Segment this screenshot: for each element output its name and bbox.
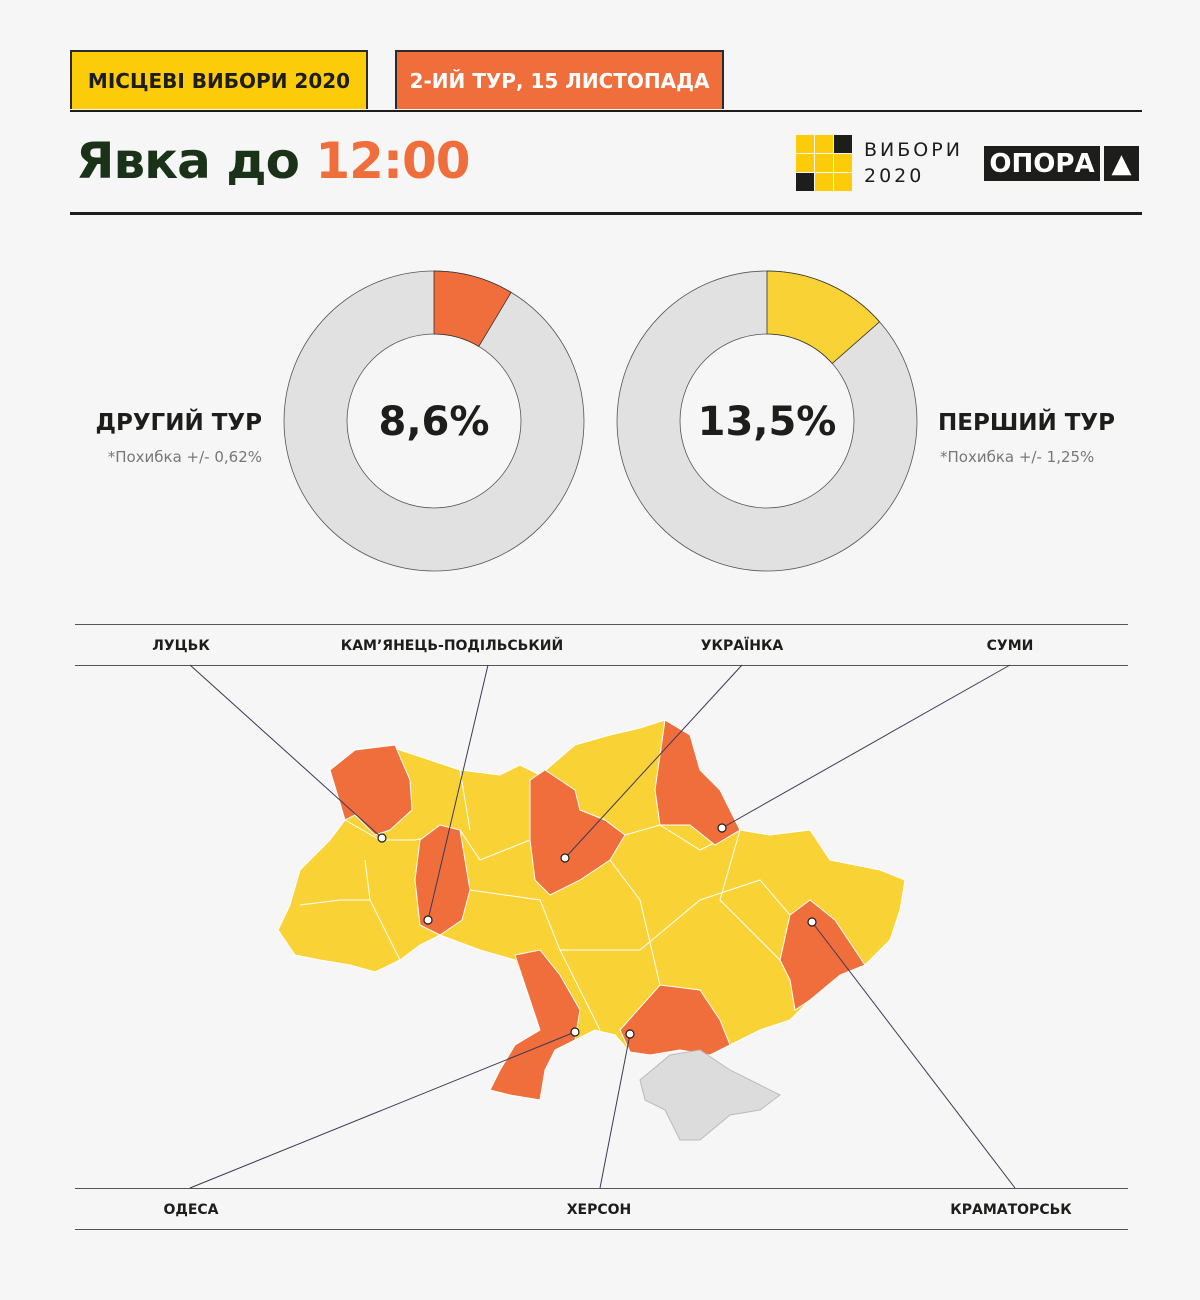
divider	[75, 624, 1128, 625]
region-donetsk	[779, 899, 866, 1011]
marker-lutsk	[377, 833, 387, 843]
label-kramatorsk: КРАМАТОРСЬК	[950, 1202, 1072, 1218]
opora-logo: ОПОРА ▲	[984, 146, 1139, 181]
region-odesa	[489, 949, 581, 1101]
region-crimea	[639, 1049, 781, 1141]
divider	[75, 1188, 1128, 1189]
donut-value-label: 8,6%	[379, 399, 490, 445]
round2-label: ДРУГИЙ ТУР	[95, 410, 262, 436]
region-khmelnytskyi	[414, 824, 471, 936]
page-title: Явка до 12:00	[76, 132, 471, 190]
marker-ukrainka	[560, 853, 570, 863]
marker-kherson	[625, 1029, 635, 1039]
round1-label: ПЕРШИЙ ТУР	[938, 410, 1116, 436]
label-kherson: ХЕРСОН	[566, 1202, 632, 1218]
round2-error: *Похибка +/- 0,62%	[107, 448, 262, 466]
donut-charts: 8,6% 13,5%	[283, 270, 918, 572]
donut-slice-value	[433, 270, 512, 347]
region-sumy	[654, 719, 741, 846]
vybory-logo-text: ВИБОРИ 2020	[864, 139, 963, 187]
round-tab: 2-ИЙ ТУР, 15 ЛИСТОПАДА	[395, 50, 724, 109]
label-ukrainka: УКРАЇНКА	[700, 638, 784, 654]
election-tab: МІСЦЕВІ ВИБОРИ 2020	[70, 50, 368, 109]
region-kherson	[619, 984, 731, 1056]
vybory-logo-icon	[796, 135, 852, 191]
marker-kamianets	[423, 915, 433, 925]
divider	[75, 1229, 1128, 1230]
divider	[70, 110, 1142, 112]
label-lutsk: ЛУЦЬК	[152, 638, 210, 654]
label-sumy: СУМИ	[986, 638, 1034, 654]
label-odesa: ОДЕСА	[163, 1202, 219, 1218]
divider	[70, 212, 1142, 215]
donut-slice-value	[766, 270, 881, 365]
label-kamianets: КАМ’ЯНЕЦЬ-ПОДІЛЬСЬКИЙ	[340, 638, 564, 654]
region-kyiv	[529, 769, 626, 896]
marker-odesa	[570, 1027, 580, 1037]
donut-value-label: 13,5%	[698, 399, 837, 445]
title-time: 12:00	[315, 132, 470, 190]
marker-kramatorsk	[807, 917, 817, 927]
triangle-icon: ▲	[1104, 146, 1139, 181]
divider	[75, 665, 1128, 666]
round1-error: *Похибка +/- 1,25%	[940, 448, 1095, 466]
marker-sumy	[717, 823, 727, 833]
leader-lines	[189, 664, 1016, 1189]
title-prefix: Явка до	[76, 132, 300, 190]
region-volyn	[329, 744, 413, 836]
